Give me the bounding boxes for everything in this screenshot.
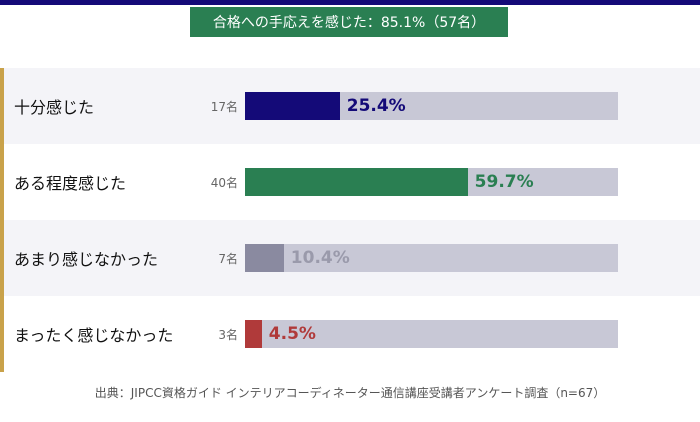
value-label: 4.5% [268, 324, 316, 344]
bar-track: 4.5% [245, 320, 618, 348]
chart-row: 十分感じた 17名 25.4% [4, 68, 700, 144]
chart-row: まったく感じなかった 3名 4.5% [4, 296, 700, 372]
count-label: 40名 [210, 175, 238, 190]
source-note: 出典：JIPCC資格ガイド インテリアコーディネーター通信講座受講者アンケート調… [94, 386, 606, 400]
top-accent-bar [0, 0, 700, 5]
bar [245, 244, 284, 272]
category-label: あまり感じなかった [14, 250, 159, 269]
value-label: 25.4% [346, 96, 406, 116]
bar-track: 25.4% [245, 92, 618, 120]
chart-row: ある程度感じた 40名 59.7% [4, 144, 700, 220]
category-label: ある程度感じた [14, 174, 127, 193]
category-label: 十分感じた [14, 98, 95, 117]
count-label: 7名 [218, 251, 238, 266]
gold-accent-bar [0, 68, 4, 372]
bar-track: 59.7% [245, 168, 618, 196]
count-label: 17名 [210, 99, 238, 114]
value-label: 59.7% [474, 172, 534, 192]
bar [245, 320, 262, 348]
summary-badge: 合格への手応えを感じた：85.1%（57名） [190, 7, 508, 37]
value-label: 10.4% [290, 248, 350, 268]
category-label: まったく感じなかった [14, 326, 174, 345]
bar [245, 92, 340, 120]
bar [245, 168, 468, 196]
count-label: 3名 [218, 327, 238, 342]
chart-row: あまり感じなかった 7名 10.4% [4, 220, 700, 296]
bar-track: 10.4% [245, 244, 618, 272]
